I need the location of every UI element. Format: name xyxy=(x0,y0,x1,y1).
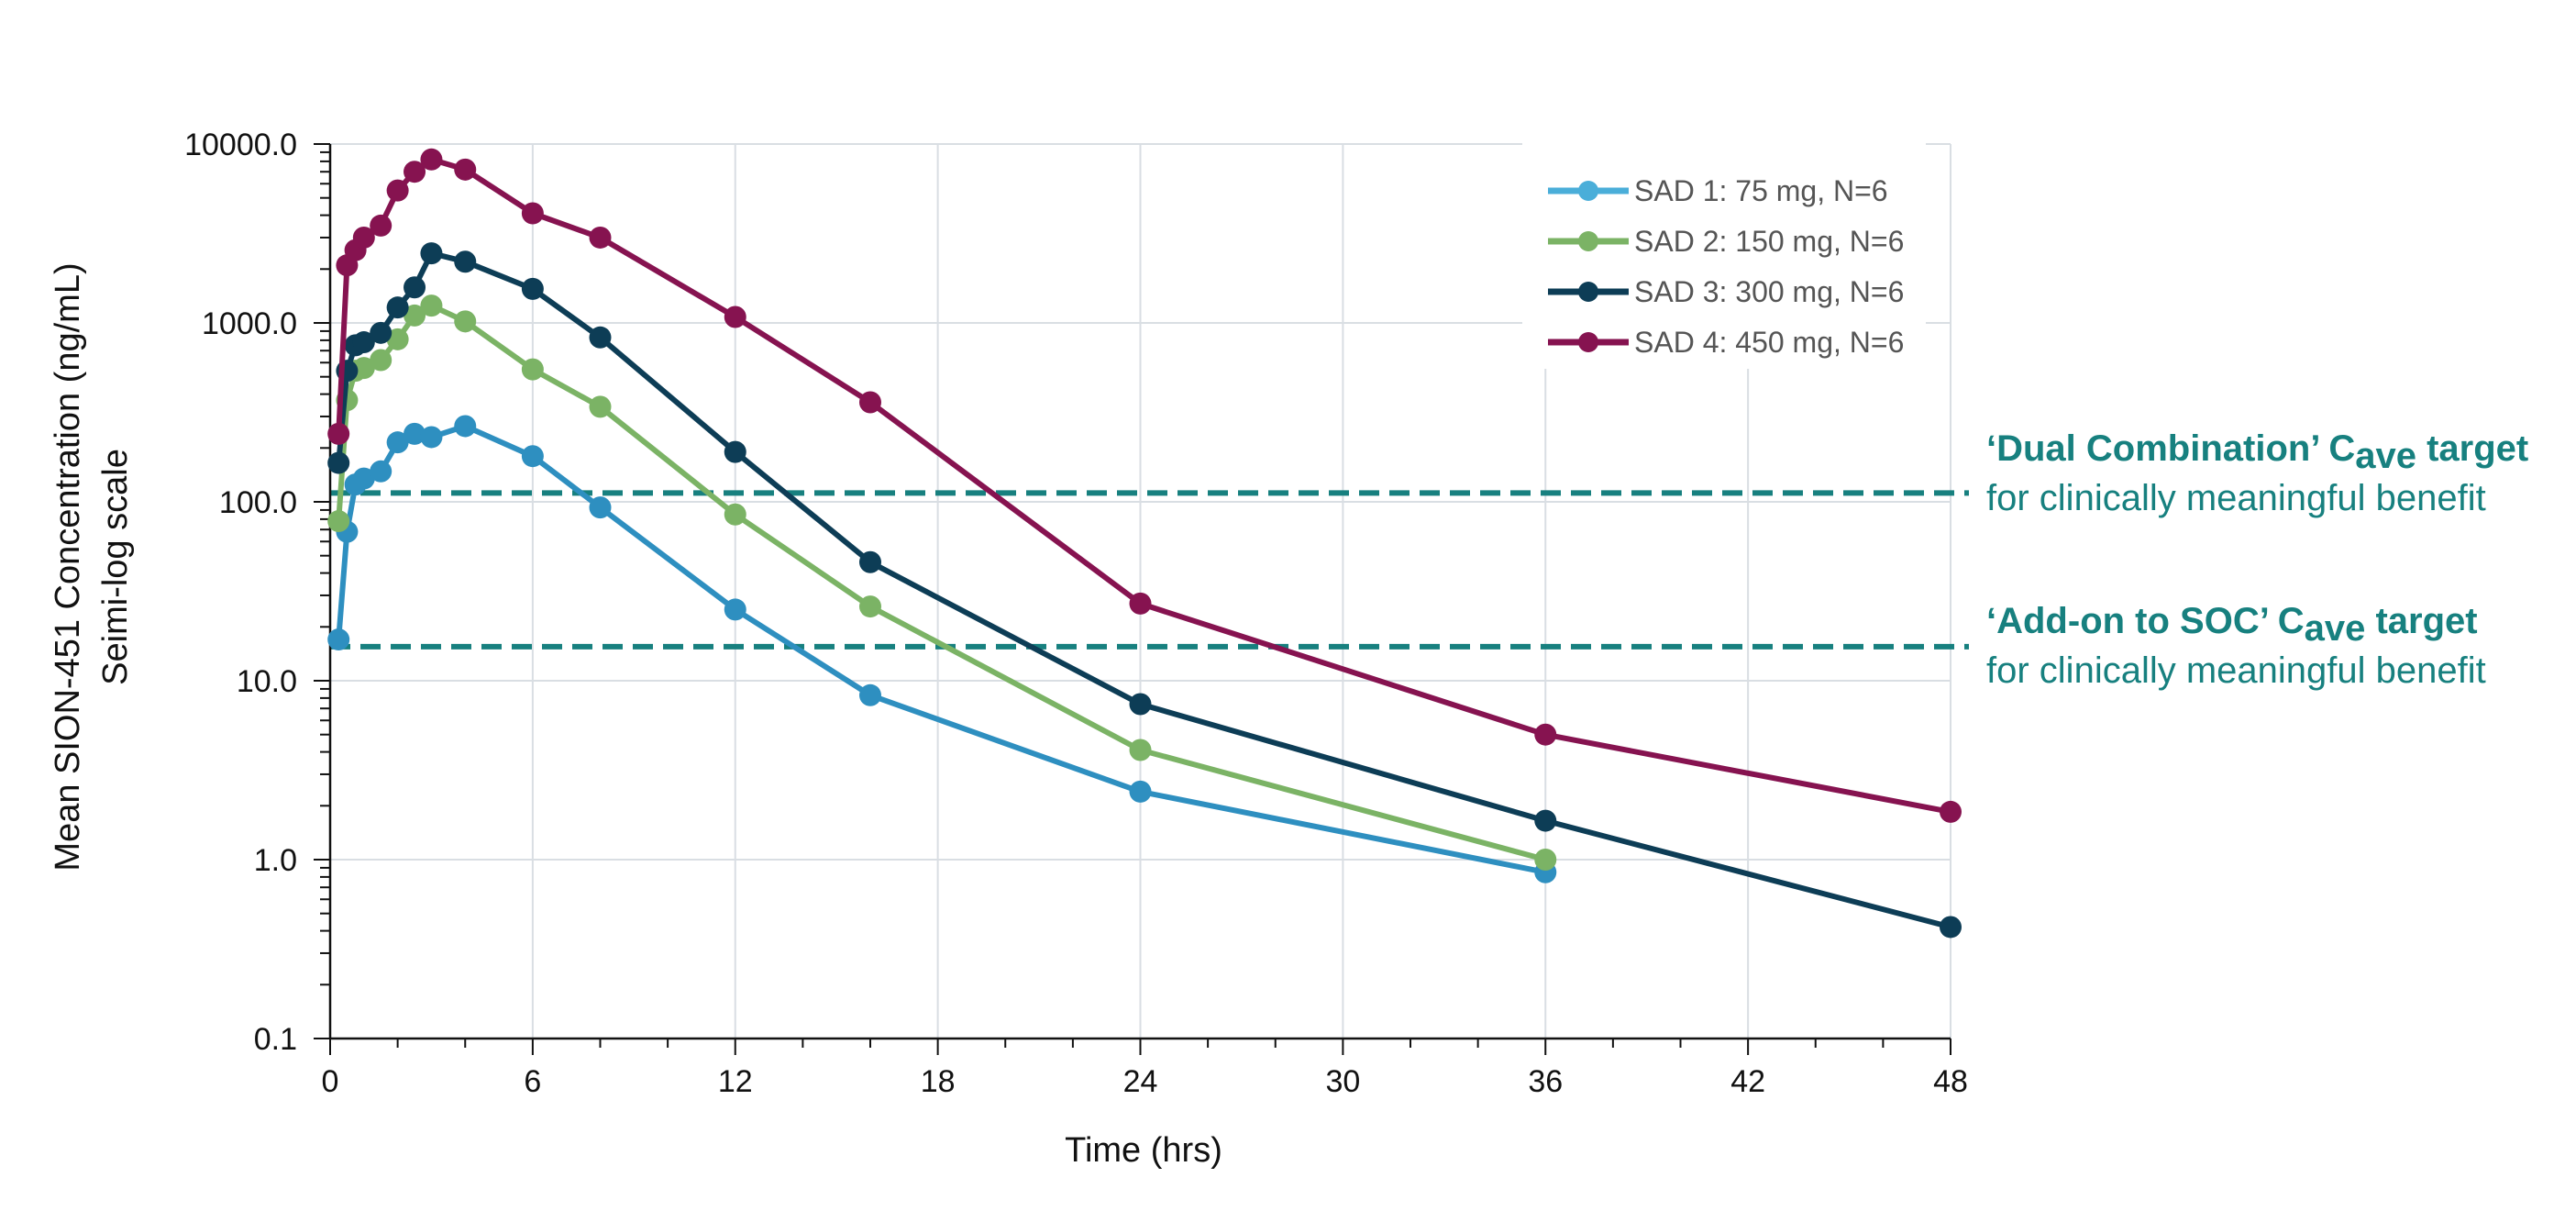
axes: 0.1 1.0 10.0 100.0 1000.0 10000.0 0 6 12 18 24 30 36… xyxy=(184,128,1968,1099)
legend-swatch-marker xyxy=(1578,282,1598,302)
series-1 xyxy=(327,415,1557,883)
data-point xyxy=(370,349,392,372)
data-point xyxy=(327,510,350,533)
data-point xyxy=(1129,780,1152,803)
x-tick-label: 48 xyxy=(1933,1064,1968,1099)
data-point xyxy=(420,148,443,171)
data-point xyxy=(521,358,544,381)
series-3 xyxy=(327,242,1962,939)
series-4 xyxy=(327,148,1962,823)
data-point xyxy=(352,357,375,380)
data-point xyxy=(454,158,477,181)
data-point xyxy=(859,595,881,618)
legend-swatch-marker xyxy=(1578,231,1598,251)
data-point xyxy=(386,179,409,202)
data-point xyxy=(420,426,443,449)
data-point xyxy=(724,440,746,463)
data-point xyxy=(386,328,409,350)
data-series xyxy=(327,148,1962,939)
data-point xyxy=(327,628,350,651)
data-point xyxy=(454,250,477,273)
data-point xyxy=(521,445,544,468)
data-point xyxy=(370,321,392,344)
data-point xyxy=(386,431,409,454)
data-point xyxy=(454,415,477,438)
y-tick-label: 0.1 xyxy=(254,1022,297,1057)
axis-titles: Time (hrs) Mean SION-451 Concentration (… xyxy=(49,262,1222,1170)
x-tick-label: 6 xyxy=(524,1064,541,1099)
data-point xyxy=(370,460,392,483)
data-point xyxy=(521,277,544,300)
data-point xyxy=(420,242,443,265)
x-tick-label: 42 xyxy=(1730,1064,1765,1099)
y-tick-label: 10000.0 xyxy=(184,128,297,162)
x-tick-label: 18 xyxy=(921,1064,956,1099)
data-point xyxy=(352,467,375,490)
data-point xyxy=(386,296,409,319)
legend: SAD 1: 75 mg, N=6 SAD 2: 150 mg, N=6 SAD 3… xyxy=(1522,128,1926,369)
data-point xyxy=(589,226,612,249)
data-point xyxy=(1534,723,1557,746)
reference-lines xyxy=(330,490,1969,650)
series-2 xyxy=(327,294,1557,871)
data-point xyxy=(454,310,477,333)
reference-sublabel-2: for clinically meaningful benefit xyxy=(1986,650,2486,691)
data-point xyxy=(327,422,350,445)
data-point xyxy=(1129,693,1152,716)
data-point xyxy=(1129,739,1152,761)
data-point xyxy=(724,598,746,621)
data-point xyxy=(370,214,392,237)
series-line xyxy=(336,303,1547,862)
y-tick-label: 100.0 xyxy=(219,485,297,520)
data-point xyxy=(1940,800,1962,823)
data-point xyxy=(589,326,612,349)
x-axis-title: Time (hrs) xyxy=(1065,1131,1222,1170)
legend-swatch-marker xyxy=(1578,332,1598,352)
data-point xyxy=(352,226,375,249)
y-axis-subtitle: Seimi-log scale xyxy=(96,449,135,685)
data-point xyxy=(589,496,612,519)
data-point xyxy=(589,395,612,418)
data-point xyxy=(1534,849,1557,871)
x-tick-label: 0 xyxy=(322,1064,339,1099)
data-point xyxy=(404,161,426,183)
x-tick-label: 30 xyxy=(1325,1064,1360,1099)
x-tick-label: 24 xyxy=(1123,1064,1158,1099)
data-point xyxy=(327,451,350,474)
y-tick-label: 10.0 xyxy=(237,664,297,699)
data-point xyxy=(724,503,746,526)
reference-sublabel-1: for clinically meaningful benefit xyxy=(1986,478,2486,518)
data-point xyxy=(1534,809,1557,832)
data-point xyxy=(859,550,881,573)
data-point xyxy=(1940,916,1962,939)
data-point xyxy=(724,306,746,328)
data-point xyxy=(859,391,881,414)
y-tick-label: 1.0 xyxy=(254,843,297,878)
data-point xyxy=(404,422,426,445)
y-tick-label: 1000.0 xyxy=(202,306,297,341)
data-point xyxy=(521,202,544,225)
legend-swatch-marker xyxy=(1578,181,1598,201)
legend-entry: SAD 3: 300 mg, N=6 xyxy=(1634,275,1904,308)
legend-entry: SAD 4: 450 mg, N=6 xyxy=(1634,326,1904,359)
x-tick-label: 12 xyxy=(718,1064,753,1099)
y-axis-title: Mean SION-451 Concentration (ng/mL) xyxy=(49,262,87,871)
x-tick-label: 36 xyxy=(1528,1064,1563,1099)
data-point xyxy=(420,294,443,317)
legend-entry: SAD 1: 75 mg, N=6 xyxy=(1634,174,1888,207)
data-point xyxy=(352,331,375,354)
data-point xyxy=(404,304,426,327)
legend-entry: SAD 2: 150 mg, N=6 xyxy=(1634,225,1904,258)
data-point xyxy=(1129,592,1152,615)
data-point xyxy=(404,276,426,299)
reference-label-2: ‘Add-on to SOC’ Cave target xyxy=(1986,601,2478,649)
data-point xyxy=(859,683,881,706)
reference-label-1: ‘Dual Combination’ Cave target xyxy=(1986,428,2528,476)
